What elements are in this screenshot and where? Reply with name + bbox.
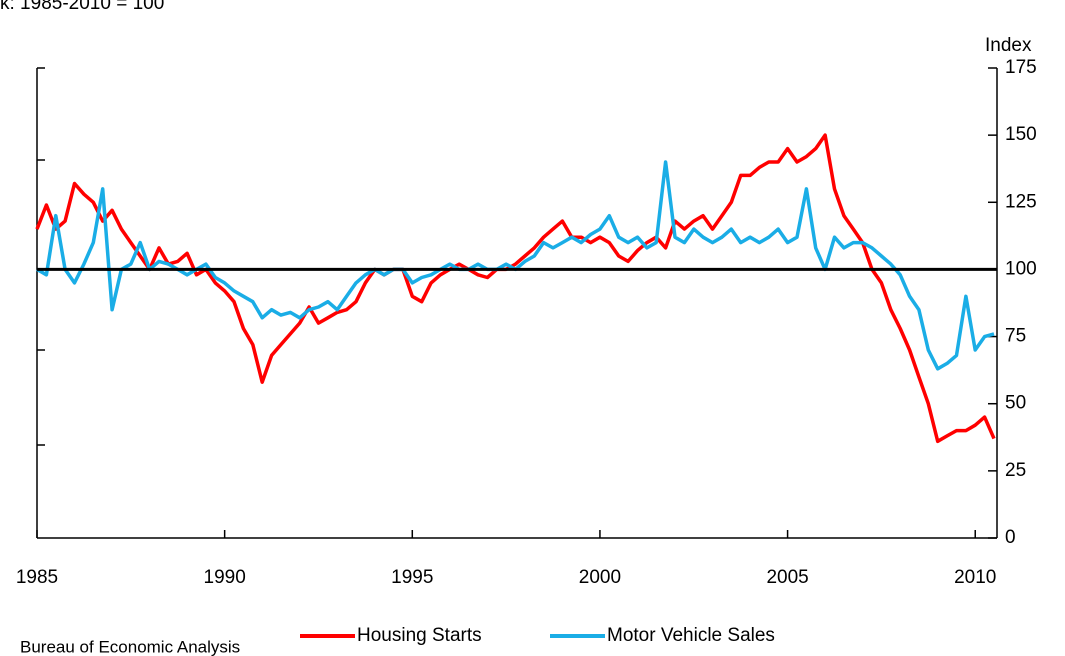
y-tick-label: 75 (1005, 326, 1026, 347)
y-tick-label: 25 (1005, 460, 1026, 481)
series-line (35, 133, 996, 444)
y-axis-label: Index (985, 35, 1032, 56)
y-tick-label: 0 (1005, 527, 1016, 548)
source: Bureau of Economic Analysis (20, 637, 240, 656)
y-tick-label: 125 (1005, 191, 1037, 212)
x-tick-label: 1995 (391, 567, 433, 588)
x-tick-label: 1990 (204, 567, 246, 588)
y-tick-label: 175 (1005, 57, 1037, 78)
x-tick-label: 2000 (579, 567, 621, 588)
legend-label: Motor Vehicle Sales (607, 625, 775, 646)
y-tick-label: 150 (1005, 124, 1037, 145)
subtitle: k: 1985-2010 = 100 (0, 0, 164, 14)
legend-label: Housing Starts (357, 625, 482, 646)
y-tick-label: 50 (1005, 393, 1026, 414)
x-tick-label: 2010 (954, 567, 996, 588)
x-tick-label: 2005 (766, 567, 808, 588)
axes (36, 67, 998, 539)
x-tick-label: 1985 (16, 567, 58, 588)
y-tick-label: 100 (1005, 258, 1037, 279)
